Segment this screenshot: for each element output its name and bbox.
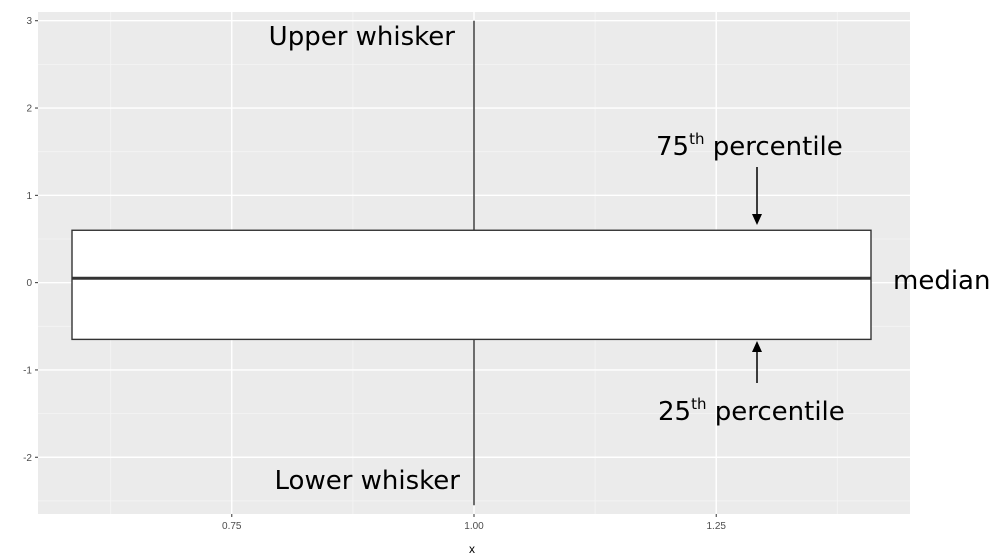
x-axis-title: x bbox=[469, 542, 475, 556]
y-tick-label-3: 1 bbox=[26, 191, 32, 202]
q1-arrow-head bbox=[752, 341, 762, 352]
y-tick-label-4: 2 bbox=[26, 104, 32, 115]
median-label: median bbox=[893, 266, 990, 296]
q3-arrow-head bbox=[752, 214, 762, 225]
y-tick-label-2: 0 bbox=[26, 278, 32, 289]
lower-whisker-label: Lower whisker bbox=[275, 466, 461, 496]
q3-label-base: 75 bbox=[656, 132, 689, 162]
q1-label-rest: percentile bbox=[706, 397, 844, 427]
x-tick-label-2: 1.25 bbox=[706, 521, 726, 532]
q1-label-sup: th bbox=[691, 395, 706, 413]
y-tick-label-0: -2 bbox=[23, 453, 32, 464]
q1-label-base: 25 bbox=[658, 397, 691, 427]
upper-whisker-label: Upper whisker bbox=[269, 22, 456, 52]
q3-label-rest: percentile bbox=[704, 132, 842, 162]
q3-label-sup: th bbox=[689, 130, 704, 148]
x-axis: 0.75 1.00 1.25 bbox=[222, 514, 726, 532]
y-tick-label-5: 3 bbox=[26, 16, 32, 27]
x-tick-label-0: 0.75 bbox=[222, 521, 242, 532]
x-tick-label-1: 1.00 bbox=[464, 521, 484, 532]
y-tick-label-1: -1 bbox=[23, 365, 32, 376]
q1-label: 25th percentile bbox=[658, 395, 845, 427]
q3-label: 75th percentile bbox=[656, 130, 843, 162]
box-iqr bbox=[71, 229, 872, 341]
y-axis: -2 -1 0 1 2 3 bbox=[23, 16, 38, 464]
